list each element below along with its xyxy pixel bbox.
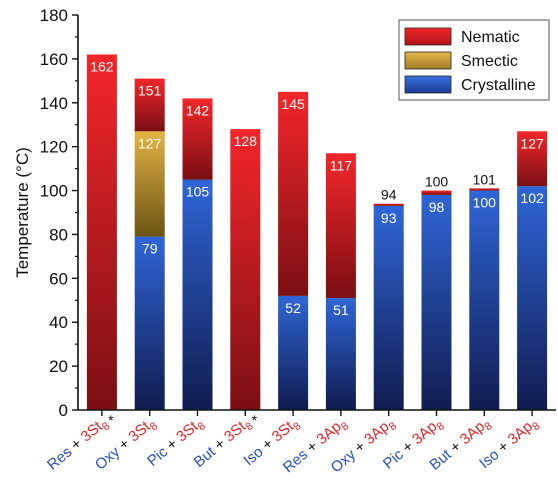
legend-label-smectic: Smectic: [461, 53, 518, 70]
y-tick-label: 60: [49, 269, 68, 288]
data-label: 105: [186, 184, 210, 200]
data-label: 145: [281, 96, 305, 112]
y-tick-label: 140: [40, 94, 68, 113]
bar-crystalline: [325, 298, 356, 410]
bar-nematic: [421, 190, 452, 195]
data-label: 51: [333, 302, 349, 318]
bar-crystalline: [517, 186, 548, 410]
data-label: 100: [425, 174, 449, 190]
y-tick-label: 100: [40, 182, 68, 201]
y-tick-label: 20: [49, 357, 68, 376]
bar-nematic: [517, 131, 548, 187]
data-label: 127: [520, 135, 544, 151]
y-tick-label: 80: [49, 225, 68, 244]
bar-nematic: [469, 188, 500, 191]
data-label: 127: [138, 135, 162, 151]
legend-label-crystalline: Crystalline: [461, 77, 536, 94]
bar-nematic: [230, 129, 261, 410]
legend-swatch-smectic: [404, 51, 452, 70]
data-label: 162: [90, 59, 114, 75]
bars-layer: [86, 54, 548, 410]
asterisk-marker: *: [108, 412, 114, 428]
data-label: 101: [473, 171, 497, 187]
legend-label-nematic: Nematic: [461, 29, 520, 46]
legend-swatch-crystalline: [404, 75, 452, 94]
bar-crystalline: [182, 179, 213, 410]
bar-nematic: [182, 98, 213, 180]
bar-crystalline: [373, 205, 404, 410]
data-label: 102: [520, 190, 544, 206]
y-tick-label: 160: [40, 50, 68, 69]
bar-nematic: [373, 203, 404, 206]
bar-nematic: [278, 91, 309, 296]
bar-nematic: [325, 153, 356, 299]
y-tick-label: 0: [59, 401, 68, 420]
bar-nematic: [86, 54, 117, 410]
data-label: 98: [429, 199, 445, 215]
data-labels-layer: 162 151 127 79 142 105 128 145 52 117 51 94 93 100 98 1…: [90, 59, 544, 319]
data-label: 79: [142, 241, 158, 257]
data-label: 100: [473, 195, 497, 211]
legend-swatch-nematic: [404, 27, 452, 46]
data-label: 151: [138, 83, 162, 99]
y-tick-label: 120: [40, 138, 68, 157]
asterisk-marker: *: [252, 412, 258, 428]
legend: Nematic Smectic Crystalline: [398, 19, 550, 101]
bar-crystalline: [469, 190, 500, 410]
y-axis-title: Temperature (°C): [13, 147, 32, 278]
bar-nematic: [134, 78, 165, 132]
bar-crystalline: [278, 295, 309, 410]
y-tick-label: 180: [40, 6, 68, 25]
bar-crystalline: [134, 236, 165, 410]
data-label: 142: [186, 102, 210, 118]
data-label: 94: [381, 187, 397, 203]
bar-crystalline: [421, 194, 452, 410]
data-label: 117: [330, 157, 353, 173]
data-label: 52: [285, 300, 301, 316]
data-label: 128: [234, 133, 258, 149]
bar-smectic: [134, 131, 165, 237]
data-label: 93: [381, 210, 397, 226]
y-tick-label: 40: [49, 313, 68, 332]
